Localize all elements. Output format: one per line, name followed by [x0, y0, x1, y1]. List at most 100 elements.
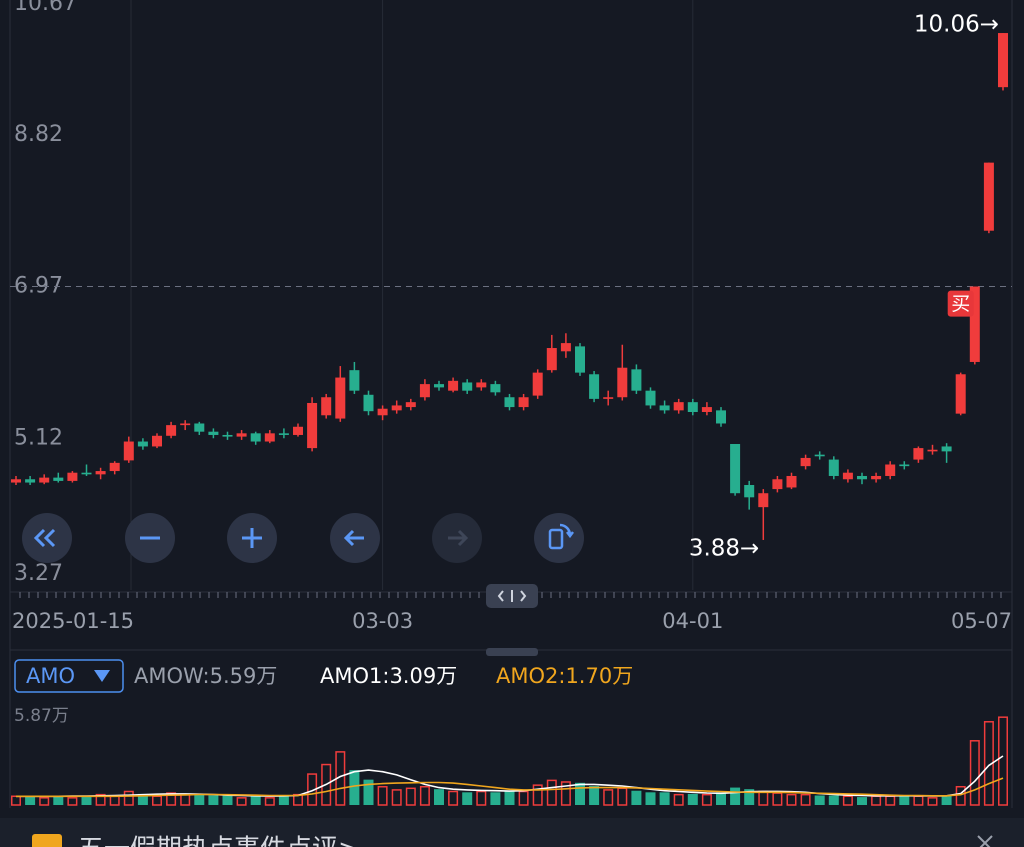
candle-body [95, 471, 106, 475]
volume-bar [476, 790, 487, 806]
candle-body [434, 384, 444, 388]
news-banner[interactable] [0, 818, 1024, 847]
candle-body [208, 431, 219, 435]
candle-body [307, 402, 318, 449]
y-tick-label: 5.87万 [14, 706, 69, 726]
x-tick-label: 03-03 [352, 609, 413, 633]
indicator-name: AMO [26, 664, 75, 688]
moving-average-line [16, 755, 1004, 798]
volume-bar [25, 797, 36, 805]
candle-body [603, 397, 614, 399]
volume-bar [814, 795, 825, 805]
volume-bar [575, 782, 585, 805]
candle-body [758, 493, 769, 508]
volume-bar [969, 740, 980, 806]
x-tick-label: 2025-01-15 [12, 609, 134, 633]
candle-body [941, 446, 952, 452]
y-tick-label: 3.27 [14, 561, 63, 586]
candle-body [137, 441, 148, 447]
volume-bar [67, 797, 78, 806]
volume-bar [81, 795, 92, 805]
zoom-in-icon [242, 528, 262, 548]
volume-bar [603, 789, 614, 806]
x-tick-label: 05-07 [951, 609, 1012, 633]
candle-body [673, 402, 684, 411]
volume-bar [842, 795, 853, 806]
volume-bar [53, 795, 64, 805]
volume-bar [123, 790, 134, 806]
candle-body [546, 348, 557, 371]
candle-body [109, 462, 120, 472]
candle-body [67, 472, 78, 481]
reset-icon-arrow [559, 523, 574, 539]
volume-bar [391, 789, 402, 806]
candle-body [575, 346, 585, 373]
candle-body [419, 384, 430, 398]
candle-body [321, 397, 332, 416]
volume-bar [927, 797, 938, 806]
legend-entry: AMO2:1.70万 [496, 664, 633, 688]
buy-signal-badge [947, 290, 974, 317]
candle-body [448, 380, 459, 391]
volume-bar [250, 795, 261, 805]
volume-bar [448, 790, 459, 806]
y-tick-label: 8.82 [14, 122, 63, 147]
zoom-controls [22, 513, 584, 563]
volume-bar [490, 792, 501, 805]
volume-bar [744, 789, 755, 805]
dropdown-arrow [94, 670, 110, 682]
candle-body [744, 485, 755, 498]
volume-bar [405, 787, 416, 806]
volume-bar [95, 793, 106, 806]
volume-bar [730, 787, 741, 805]
candle-body [462, 382, 473, 391]
indicator-selector[interactable] [14, 659, 124, 693]
candle-body [645, 390, 656, 406]
volume-bar [899, 795, 910, 805]
reset-button[interactable] [534, 513, 584, 563]
candle-body [236, 433, 247, 437]
volume-bar [800, 793, 811, 806]
moving-average-line [16, 777, 1004, 798]
volume-bar [828, 795, 839, 805]
legend-entry: AMO1:3.09万 [320, 664, 457, 688]
volume-bar [236, 797, 247, 806]
candle-body [998, 33, 1008, 88]
volume-bar [631, 790, 642, 805]
candle-body [250, 433, 261, 442]
volume-bar [166, 792, 177, 806]
banner-close[interactable] [977, 835, 993, 847]
current-value: AMOW:5.59万 [134, 664, 277, 688]
candle-body [800, 457, 811, 467]
volume-bar [194, 793, 205, 805]
candle-body [842, 472, 853, 480]
volume-bar [546, 779, 557, 806]
candle-body [913, 448, 924, 460]
candle-body [631, 369, 642, 391]
candle-body [701, 407, 712, 413]
volume-bar [462, 792, 473, 805]
candle-body [927, 449, 938, 452]
candle-body [194, 423, 205, 432]
banner-icon [32, 834, 62, 847]
candle-body [490, 384, 501, 393]
panel-resize-handle[interactable] [486, 648, 538, 656]
candle-body [857, 475, 867, 480]
volume-bar [857, 797, 867, 805]
volume-bar [998, 716, 1008, 806]
volume-bar [701, 793, 712, 806]
volume-bar [349, 770, 360, 805]
candle-body [166, 425, 177, 436]
volume-bar [208, 795, 219, 805]
volume-bar [687, 793, 698, 805]
candle-body [560, 343, 571, 352]
volume-bar [645, 792, 656, 805]
candle-body [278, 433, 289, 435]
candle-body [476, 382, 487, 388]
volume-bar [716, 792, 726, 805]
volume-bar [560, 781, 571, 806]
volume-bar [955, 785, 966, 806]
volume-bar [264, 797, 275, 806]
candle-body [786, 475, 797, 488]
